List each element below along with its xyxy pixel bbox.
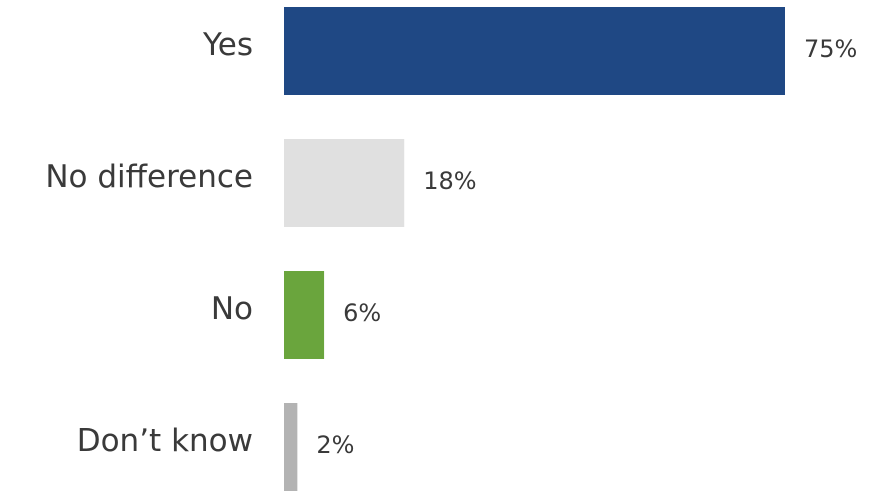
category-label-no-difference: No difference bbox=[45, 159, 253, 195]
value-label-no-difference: 18% bbox=[423, 167, 476, 195]
bar-no bbox=[284, 271, 325, 359]
category-label-don-t-know: Don’t know bbox=[77, 423, 253, 459]
bar-yes bbox=[284, 7, 785, 95]
value-label-no: 6% bbox=[343, 299, 381, 327]
value-label-yes: 75% bbox=[804, 35, 857, 63]
category-label-yes: Yes bbox=[202, 27, 253, 63]
value-label-don-t-know: 2% bbox=[316, 431, 354, 459]
category-label-no: No bbox=[211, 291, 253, 327]
bar-don-t-know bbox=[284, 403, 298, 491]
bar-no-difference bbox=[284, 139, 405, 227]
